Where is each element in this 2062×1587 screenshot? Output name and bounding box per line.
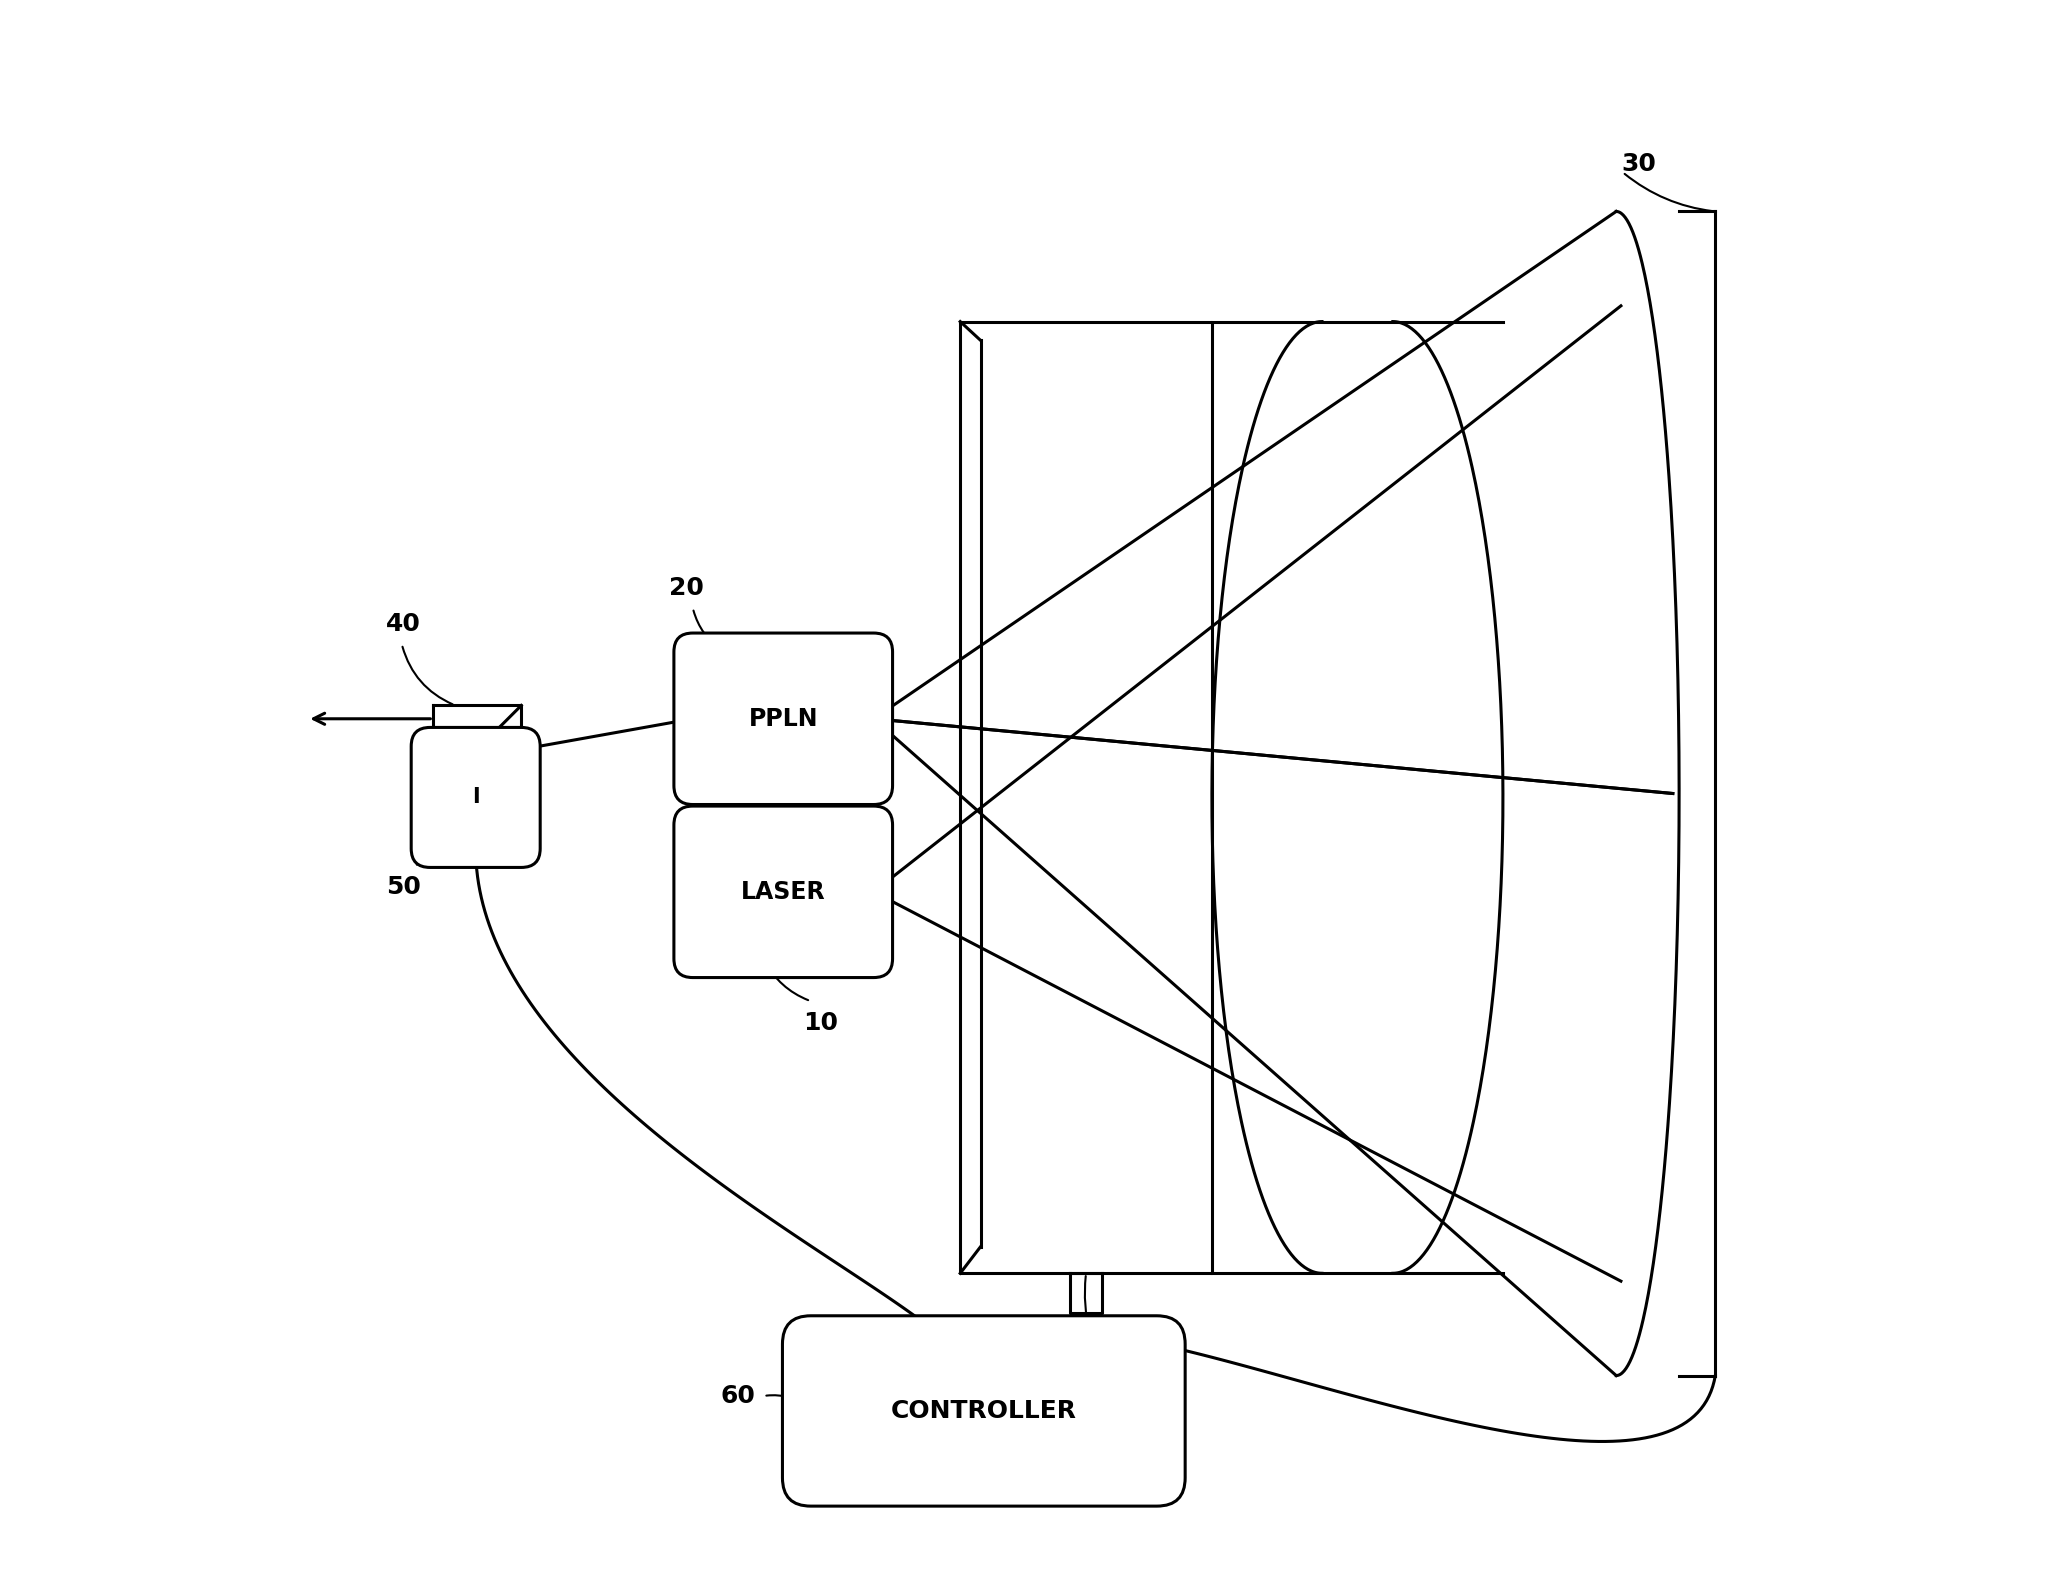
Text: 40: 40 [386,613,421,636]
Text: I: I [472,787,480,808]
FancyBboxPatch shape [410,727,540,868]
FancyBboxPatch shape [674,806,893,978]
Text: 60: 60 [722,1384,755,1408]
Text: CONTROLLER: CONTROLLER [891,1400,1076,1424]
Text: 35: 35 [1076,1347,1111,1371]
FancyBboxPatch shape [781,1316,1186,1506]
Text: 10: 10 [802,1011,837,1035]
FancyBboxPatch shape [674,633,893,805]
Text: LASER: LASER [740,879,825,905]
Text: 50: 50 [386,876,421,900]
Text: PPLN: PPLN [749,706,819,730]
Text: 20: 20 [670,576,703,600]
Text: 30: 30 [1621,152,1656,176]
